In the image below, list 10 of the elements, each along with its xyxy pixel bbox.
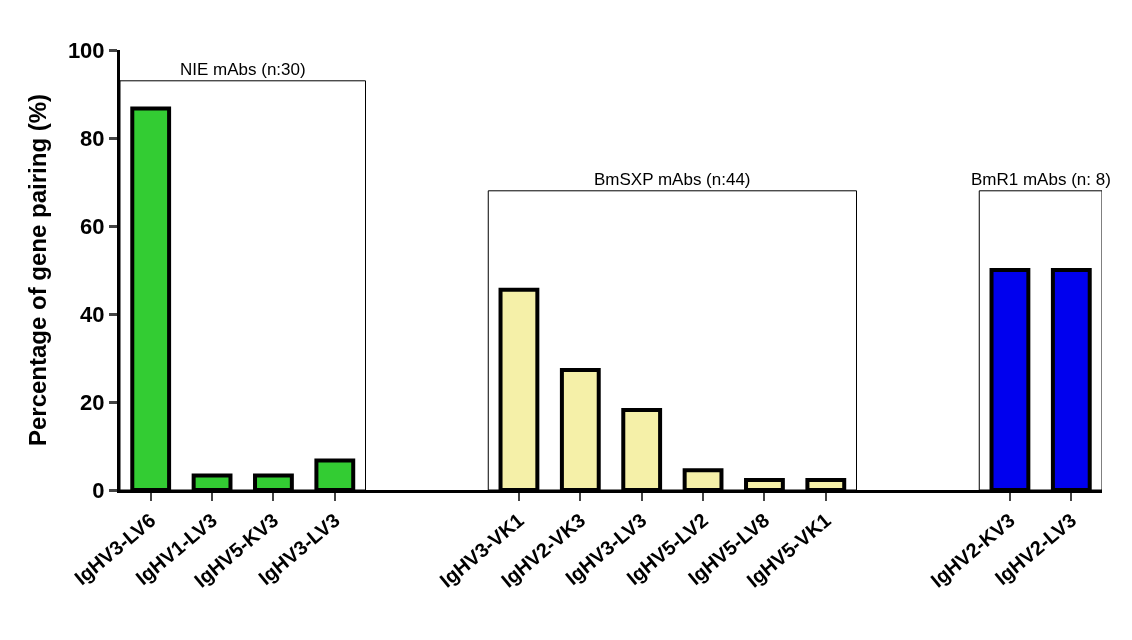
y-tick-label: 0 (92, 477, 105, 503)
annotation: BmSXP mAbs (n:44) (594, 170, 751, 189)
annotation: BmR1 mAbs (n: 8) (971, 170, 1111, 189)
annotation: NIE mAbs (n:30) (180, 60, 306, 79)
y-tick-label: 100 (67, 37, 105, 63)
y-tick-label: 20 (80, 389, 105, 415)
y-tick-label: 80 (80, 125, 105, 151)
y-tick-label: 60 (80, 213, 105, 239)
y-tick-label: 40 (80, 301, 105, 327)
y-axis-title: Percentage of gene pairing (%) (23, 93, 51, 447)
